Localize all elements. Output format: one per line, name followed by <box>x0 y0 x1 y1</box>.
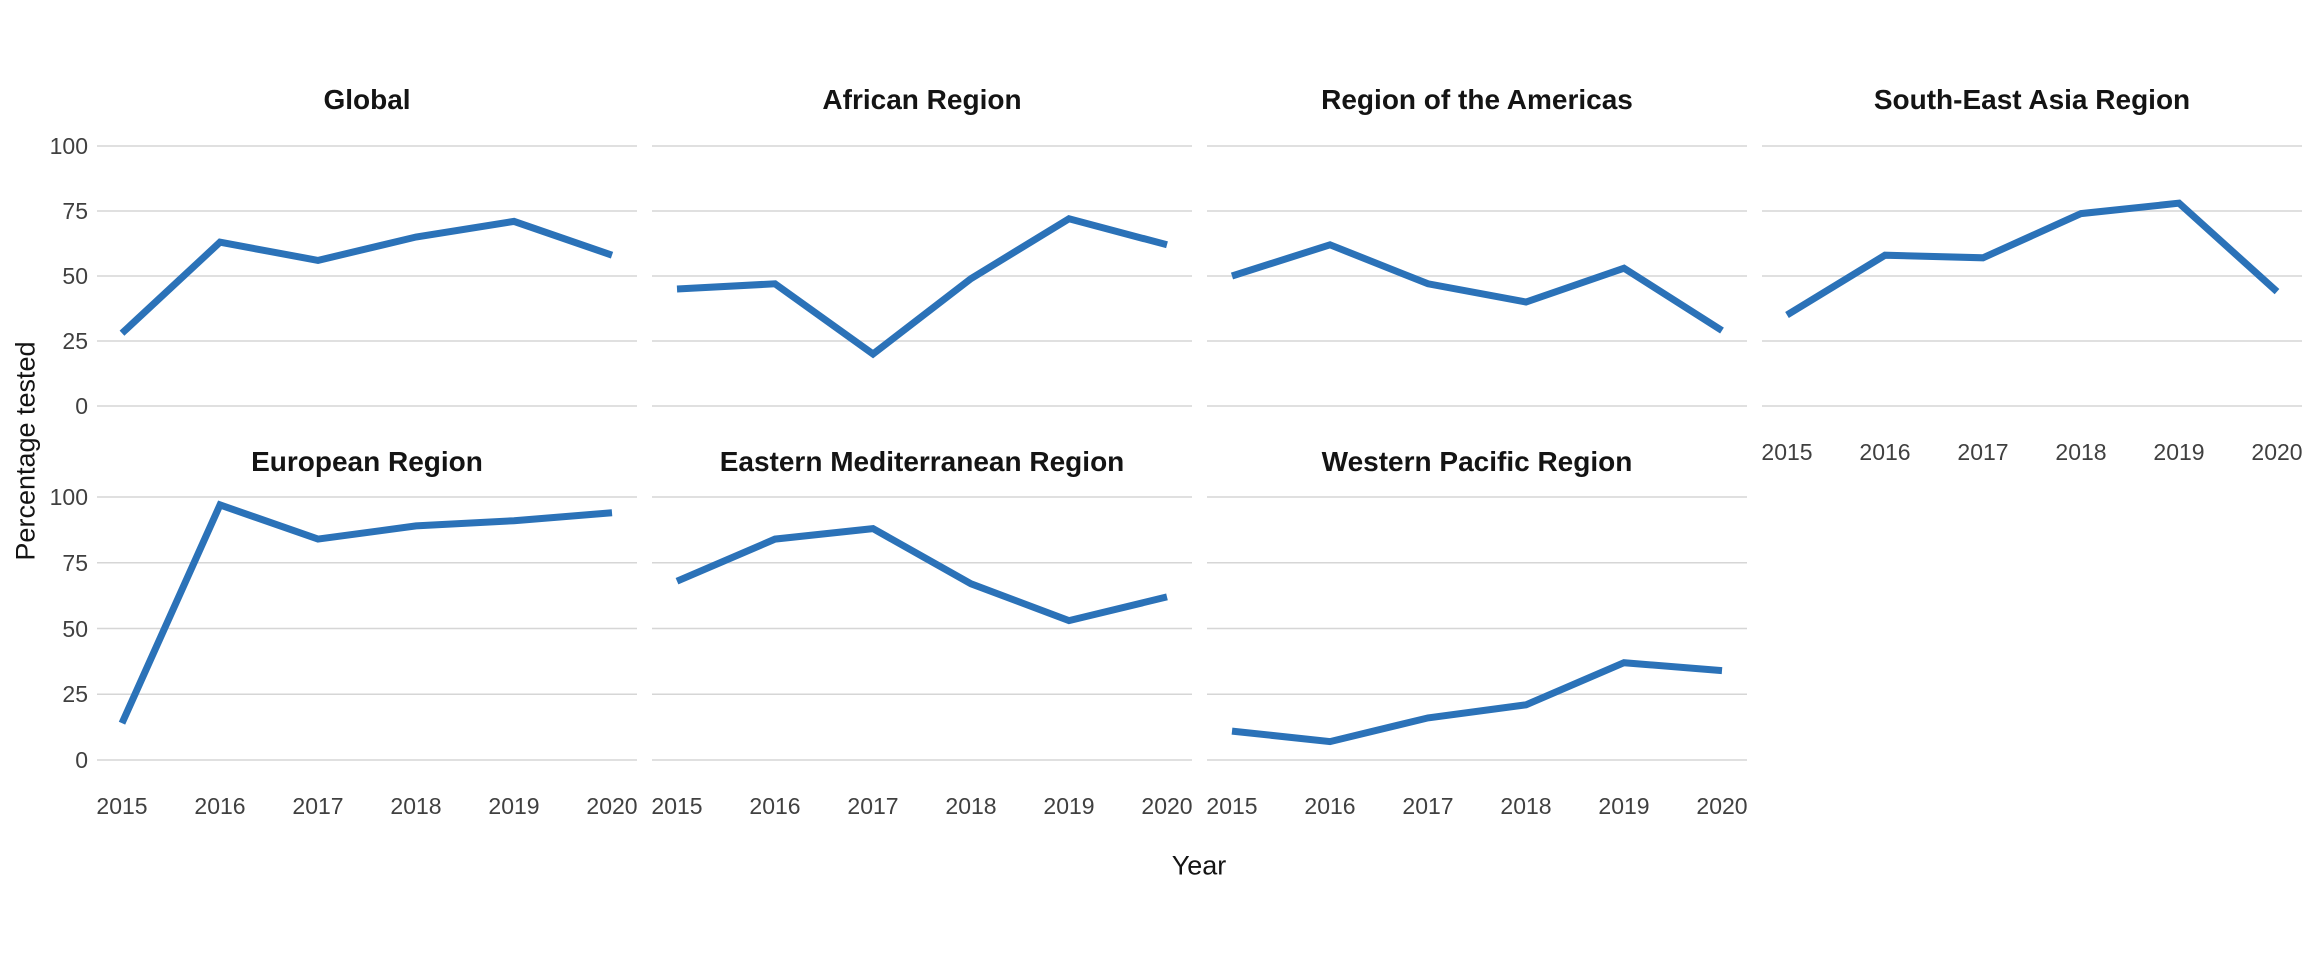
x-tick-label: 2015 <box>96 793 148 819</box>
x-tick-label: 2018 <box>945 793 997 819</box>
y-tick-label: 0 <box>75 747 88 773</box>
line-series <box>1230 241 1724 334</box>
y-axis-title: Percentage tested <box>10 341 41 561</box>
line-series <box>1785 199 2280 318</box>
facet-title: Region of the Americas <box>1321 84 1633 115</box>
x-tick-label: 2016 <box>1859 439 1911 465</box>
x-tick-label: 2018 <box>390 793 442 819</box>
x-tick-label: 2015 <box>1206 793 1258 819</box>
y-tick-label: 25 <box>62 681 88 708</box>
facet-plot-area <box>652 496 1192 761</box>
facet-plot-area <box>97 496 637 761</box>
x-tick-label: 2019 <box>1043 793 1095 819</box>
x-tick-label: 2020 <box>586 793 638 819</box>
x-tick-label: 2019 <box>1598 793 1650 819</box>
y-tick-label: 50 <box>62 263 88 289</box>
line-series <box>675 525 1168 625</box>
x-tick-label: 2016 <box>1304 793 1356 819</box>
facet-plot-area <box>97 145 637 407</box>
x-tick-label: 2017 <box>1957 439 2009 465</box>
x-tick-label: 2020 <box>1696 793 1748 819</box>
x-tick-label: 2019 <box>2153 439 2205 465</box>
x-tick-label: 2016 <box>194 793 246 819</box>
facet-plot-area <box>652 145 1192 407</box>
y-tick-label: 25 <box>62 328 88 354</box>
x-tick-label: 2017 <box>292 793 344 819</box>
line-series <box>119 217 614 336</box>
x-tick-label: 2020 <box>1141 793 1193 819</box>
x-axis-title: Year <box>1171 850 1227 881</box>
line-series <box>676 215 1168 359</box>
facet-title: South-East Asia Region <box>1873 84 2191 115</box>
x-tick-label: 2015 <box>1761 439 1813 465</box>
x-tick-label: 2015 <box>651 793 703 819</box>
facet-plot-area <box>1207 496 1747 761</box>
facet-title: Western Pacific Region <box>1321 446 1633 477</box>
y-tick-label: 100 <box>49 484 88 510</box>
x-tick-label: 2016 <box>749 793 801 819</box>
facet-title: Global <box>323 84 411 115</box>
line-series <box>1231 659 1723 746</box>
y-tick-label: 75 <box>62 198 88 224</box>
x-tick-label: 2020 <box>2251 439 2303 465</box>
y-tick-label: 100 <box>49 133 88 159</box>
y-tick-label: 75 <box>62 549 88 576</box>
x-tick-label: 2018 <box>2055 439 2107 465</box>
x-tick-label: 2017 <box>847 793 899 819</box>
x-tick-label: 2017 <box>1402 793 1454 819</box>
facet-plot-area <box>1207 145 1747 407</box>
facet-plot-area <box>1762 145 2302 407</box>
line-series <box>118 500 613 725</box>
y-tick-label: 0 <box>75 393 88 419</box>
facet-title: African Region <box>822 84 1022 115</box>
facet-title: Eastern Mediterranean Region <box>719 446 1125 477</box>
y-tick-label: 50 <box>62 615 88 642</box>
x-tick-label: 2019 <box>488 793 540 819</box>
facet-title: European Region <box>251 446 483 477</box>
x-tick-label: 2018 <box>1500 793 1552 819</box>
